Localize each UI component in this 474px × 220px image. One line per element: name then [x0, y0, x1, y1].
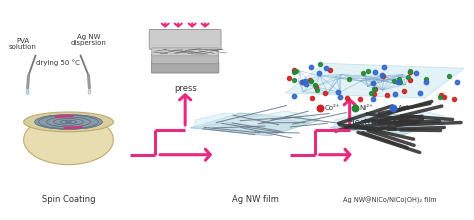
- Point: [322, 66, 330, 70]
- Point: [404, 75, 411, 79]
- FancyBboxPatch shape: [152, 54, 219, 64]
- Point: [292, 70, 300, 73]
- Point: [364, 70, 372, 73]
- Point: [311, 83, 319, 86]
- Point: [422, 77, 430, 80]
- Point: [285, 76, 292, 79]
- Polygon shape: [190, 113, 320, 136]
- Point: [290, 95, 297, 98]
- Point: [327, 68, 334, 71]
- Ellipse shape: [88, 90, 91, 94]
- Point: [407, 69, 414, 72]
- Point: [308, 66, 315, 69]
- Point: [446, 74, 453, 78]
- Point: [370, 92, 378, 95]
- Point: [316, 106, 324, 110]
- FancyBboxPatch shape: [152, 62, 219, 73]
- Polygon shape: [285, 63, 465, 98]
- FancyBboxPatch shape: [149, 29, 221, 49]
- Point: [412, 71, 419, 75]
- Point: [315, 71, 323, 75]
- Point: [345, 77, 353, 81]
- Point: [370, 87, 378, 91]
- Point: [290, 78, 298, 81]
- Point: [394, 81, 401, 84]
- Point: [290, 68, 298, 72]
- Point: [302, 83, 310, 86]
- Ellipse shape: [35, 114, 102, 129]
- Point: [379, 74, 387, 78]
- Text: Ac⁻: Ac⁻: [398, 105, 410, 111]
- Point: [308, 80, 315, 83]
- Point: [381, 65, 388, 69]
- Point: [391, 92, 399, 96]
- Point: [397, 80, 404, 83]
- Point: [389, 106, 396, 110]
- Point: [369, 97, 377, 101]
- Point: [371, 87, 379, 91]
- Text: PVA
solution: PVA solution: [9, 38, 36, 50]
- Point: [313, 88, 320, 92]
- Text: press: press: [174, 84, 197, 93]
- Point: [369, 82, 377, 85]
- Point: [351, 106, 358, 110]
- Point: [298, 81, 305, 84]
- Point: [356, 98, 364, 101]
- Text: Spin Coating: Spin Coating: [42, 195, 95, 204]
- Text: drying 50 °C: drying 50 °C: [36, 60, 80, 66]
- Point: [371, 71, 378, 74]
- Point: [378, 73, 385, 77]
- Point: [406, 70, 413, 74]
- Point: [359, 71, 367, 75]
- Point: [321, 91, 329, 95]
- Point: [437, 93, 445, 97]
- Text: Electrodeposition: Electrodeposition: [346, 118, 420, 127]
- Point: [301, 80, 309, 83]
- Point: [367, 91, 374, 95]
- Point: [436, 95, 443, 99]
- Point: [454, 81, 461, 84]
- Ellipse shape: [24, 115, 113, 165]
- Point: [400, 89, 408, 93]
- Point: [441, 95, 448, 98]
- Point: [406, 79, 414, 82]
- Point: [422, 80, 429, 84]
- Point: [390, 79, 398, 83]
- Point: [308, 96, 316, 100]
- Ellipse shape: [24, 112, 113, 132]
- Point: [344, 96, 351, 100]
- Polygon shape: [195, 111, 315, 128]
- Text: Ag NW@NiCo/NiCo(OH)₂ film: Ag NW@NiCo/NiCo(OH)₂ film: [343, 197, 437, 204]
- Polygon shape: [330, 113, 449, 136]
- Text: Ag NW
dispersion: Ag NW dispersion: [71, 34, 106, 46]
- Point: [395, 77, 402, 80]
- Point: [450, 97, 457, 101]
- Point: [290, 70, 297, 74]
- Polygon shape: [335, 111, 445, 128]
- Point: [307, 79, 314, 82]
- Text: Co²⁺: Co²⁺: [325, 105, 340, 111]
- Ellipse shape: [26, 90, 29, 94]
- Text: Ag NW film: Ag NW film: [231, 195, 278, 204]
- Point: [336, 95, 344, 99]
- Point: [316, 62, 324, 66]
- Point: [334, 91, 341, 94]
- Point: [298, 81, 305, 84]
- Text: Ni²⁺: Ni²⁺: [360, 105, 374, 111]
- Point: [383, 94, 391, 97]
- Point: [312, 85, 320, 89]
- Point: [416, 92, 424, 95]
- FancyBboxPatch shape: [152, 48, 219, 56]
